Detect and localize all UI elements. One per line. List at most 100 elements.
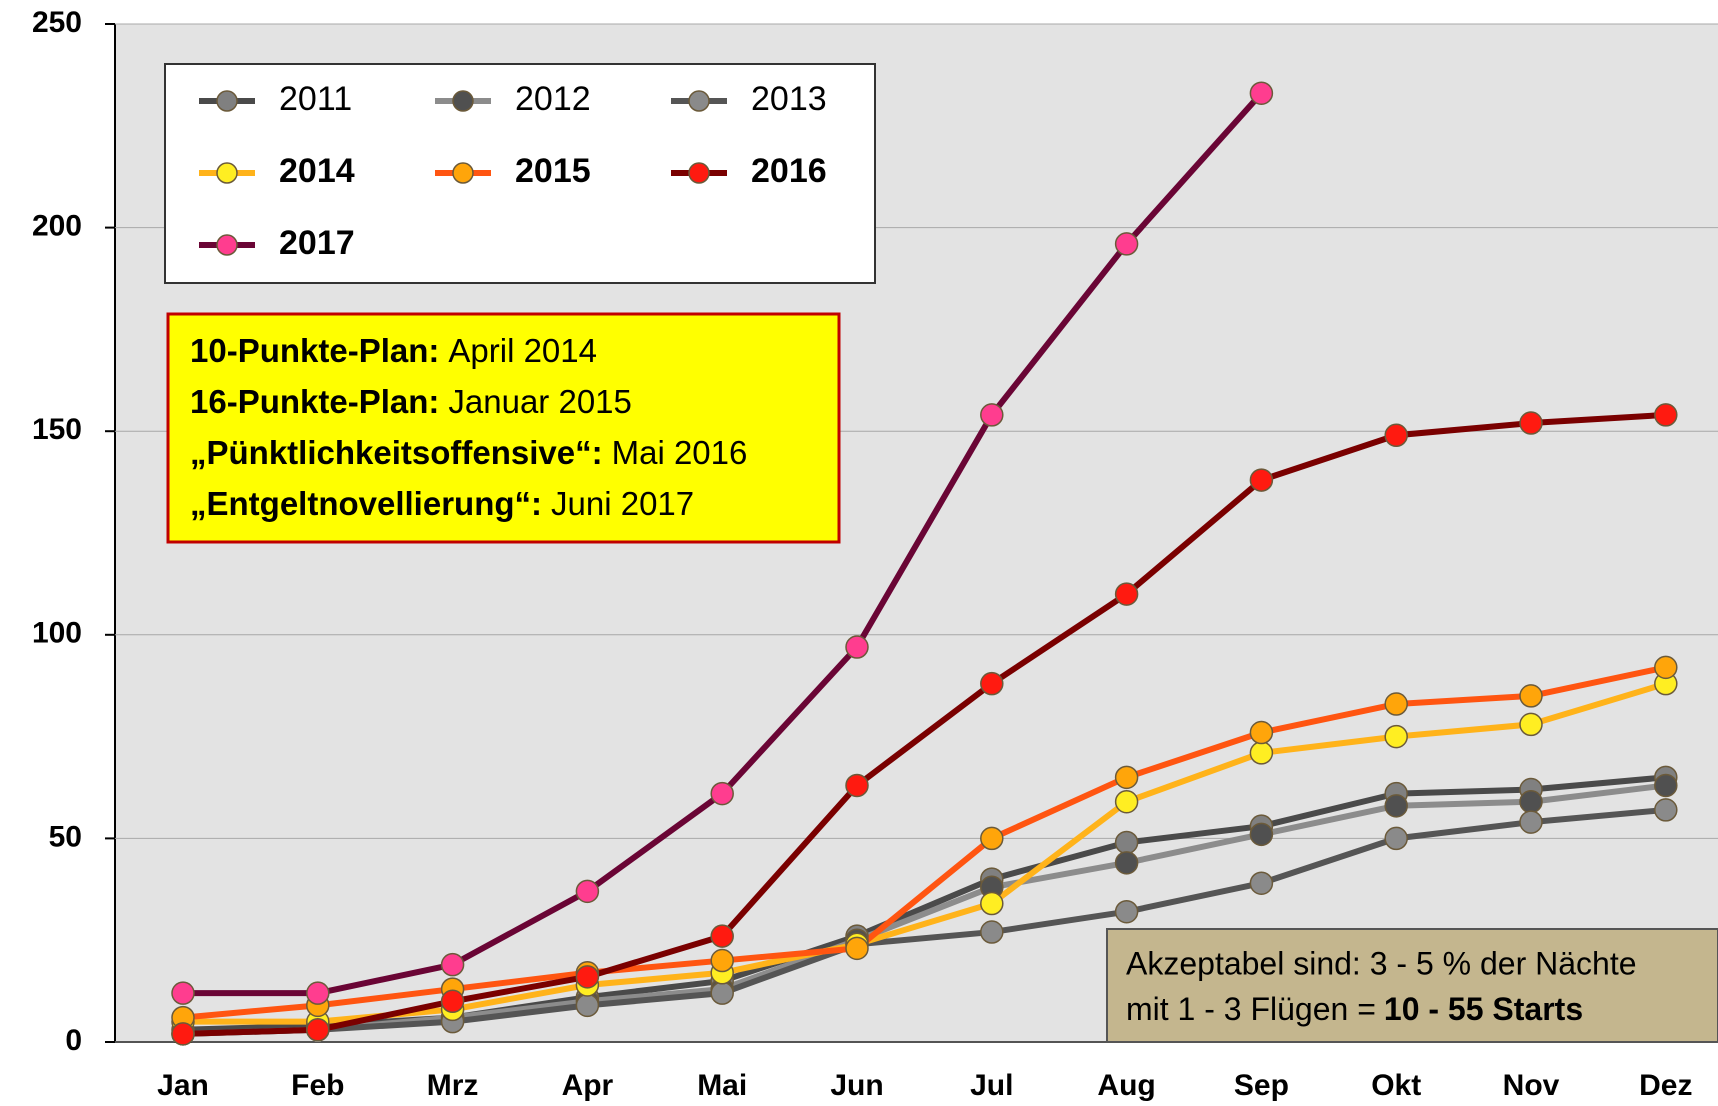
point <box>1384 692 1408 716</box>
series-line <box>182 782 1667 1037</box>
legend-marker <box>688 162 710 184</box>
point <box>710 924 734 948</box>
point <box>710 948 734 973</box>
point <box>1114 899 1139 924</box>
point <box>1384 724 1408 749</box>
note-line: mit 1 - 3 Flügen = 10 - 55 Starts <box>1126 991 1583 1027</box>
y-tick-label: 200 <box>32 210 82 243</box>
point <box>1654 655 1678 680</box>
legend-label: 2015 <box>515 152 591 190</box>
annotation-text: April 2014 <box>448 332 597 369</box>
note-line: Akzeptabel sind: 3 - 5 % der Nächte <box>1126 945 1637 981</box>
annotation-line: 16-Punkte-Plan: Januar 2015 <box>190 383 632 420</box>
legend-label: 2012 <box>515 80 591 118</box>
x-tick-label: Jan <box>157 1069 209 1102</box>
legend: 2011 2012 2013 2014 2015 2016 2017 <box>164 63 876 284</box>
point <box>1249 720 1274 745</box>
point <box>440 989 465 1014</box>
x-tick-label: Nov <box>1503 1069 1560 1102</box>
annotation-bold: 16-Punkte-Plan: <box>190 383 439 420</box>
x-tick-label: Jul <box>970 1069 1013 1102</box>
legend-label: 2014 <box>279 152 355 190</box>
x-tick-label: Sep <box>1234 1069 1289 1102</box>
annotation-line: „Entgeltnovellierung“: Juni 2017 <box>190 485 694 522</box>
annotation-text: Mai 2016 <box>612 434 748 471</box>
point <box>1654 403 1678 427</box>
annotation-text: Juni 2017 <box>551 485 694 522</box>
note-text: mit 1 - 3 Flügen = <box>1126 991 1376 1027</box>
x-tick-label: Mrz <box>427 1069 479 1102</box>
note-box: Akzeptabel sind: 3 - 5 % der Nächte mit … <box>1106 928 1718 1043</box>
point <box>1384 423 1408 448</box>
point <box>306 1018 330 1042</box>
point <box>980 403 1004 427</box>
point <box>171 981 195 1005</box>
series-line <box>182 664 1667 1021</box>
y-tick-label: 0 <box>65 1024 82 1057</box>
annotation-text: Januar 2015 <box>448 383 631 420</box>
y-tick-label: 100 <box>32 617 82 650</box>
x-tick-label: Okt <box>1371 1069 1421 1102</box>
y-tick-label: 50 <box>49 820 82 853</box>
legend-marker <box>452 90 474 112</box>
legend-marker <box>452 162 474 184</box>
y-tick-label: 250 <box>32 6 82 39</box>
point <box>1384 826 1408 851</box>
point <box>710 981 734 1005</box>
legend-label: 2016 <box>751 152 827 190</box>
point <box>1519 684 1543 708</box>
annotation-bold: „Entgeltnovellierung“: <box>190 485 542 522</box>
legend-marker <box>216 162 238 184</box>
point <box>1249 468 1274 492</box>
point <box>1249 871 1274 895</box>
annotation-bold: „Pünktlichkeitsoffensive“: <box>190 434 603 471</box>
point <box>1654 773 1678 798</box>
point <box>1519 790 1543 814</box>
point <box>1519 712 1543 737</box>
point <box>1519 810 1543 834</box>
x-tick-label: Mai <box>697 1069 747 1102</box>
annotation-line: „Pünktlichkeitsoffensive“: Mai 2016 <box>190 434 747 471</box>
annotation-background <box>166 312 841 544</box>
point <box>845 773 869 798</box>
legend-marker <box>688 90 710 112</box>
series-line <box>182 806 1667 1037</box>
annotation-line: 10-Punkte-Plan: April 2014 <box>190 332 597 369</box>
x-tick-label: Apr <box>562 1069 614 1102</box>
lines <box>171 81 1678 1046</box>
point <box>980 920 1004 944</box>
x-tick-label: Aug <box>1097 1069 1155 1102</box>
point <box>1249 822 1274 847</box>
point <box>980 826 1004 851</box>
point <box>575 993 600 1018</box>
x-tick-label: Jun <box>830 1069 883 1102</box>
series-line <box>182 411 1666 1037</box>
point <box>1114 232 1139 256</box>
annotation-lines: 10-Punkte-Plan: April 201416-Punkte-Plan:… <box>190 332 747 522</box>
legend-label: 2017 <box>279 224 355 262</box>
annotation-box: 10-Punkte-Plan: April 201416-Punkte-Plan:… <box>166 312 841 544</box>
point <box>1114 830 1139 855</box>
point <box>1114 765 1139 790</box>
point <box>980 891 1004 916</box>
note-bold: 10 - 55 Starts <box>1384 991 1583 1027</box>
point <box>845 635 869 659</box>
annotation-bold: 10-Punkte-Plan: <box>190 332 439 369</box>
point <box>1114 582 1139 606</box>
point <box>1114 851 1139 875</box>
point <box>1519 411 1543 435</box>
point <box>1114 790 1139 814</box>
x-tick-label: Dez <box>1639 1069 1692 1102</box>
point <box>980 671 1004 696</box>
point <box>575 879 600 904</box>
x-tick-label: Feb <box>291 1069 344 1102</box>
point <box>1384 794 1408 818</box>
legend-marker <box>216 234 238 256</box>
point <box>171 1022 195 1046</box>
legend-label: 2011 <box>279 80 352 118</box>
point <box>440 952 465 977</box>
point <box>575 965 600 989</box>
point <box>306 981 330 1005</box>
legend-entries: 2011 2012 2013 2014 2015 2016 2017 <box>199 80 827 262</box>
